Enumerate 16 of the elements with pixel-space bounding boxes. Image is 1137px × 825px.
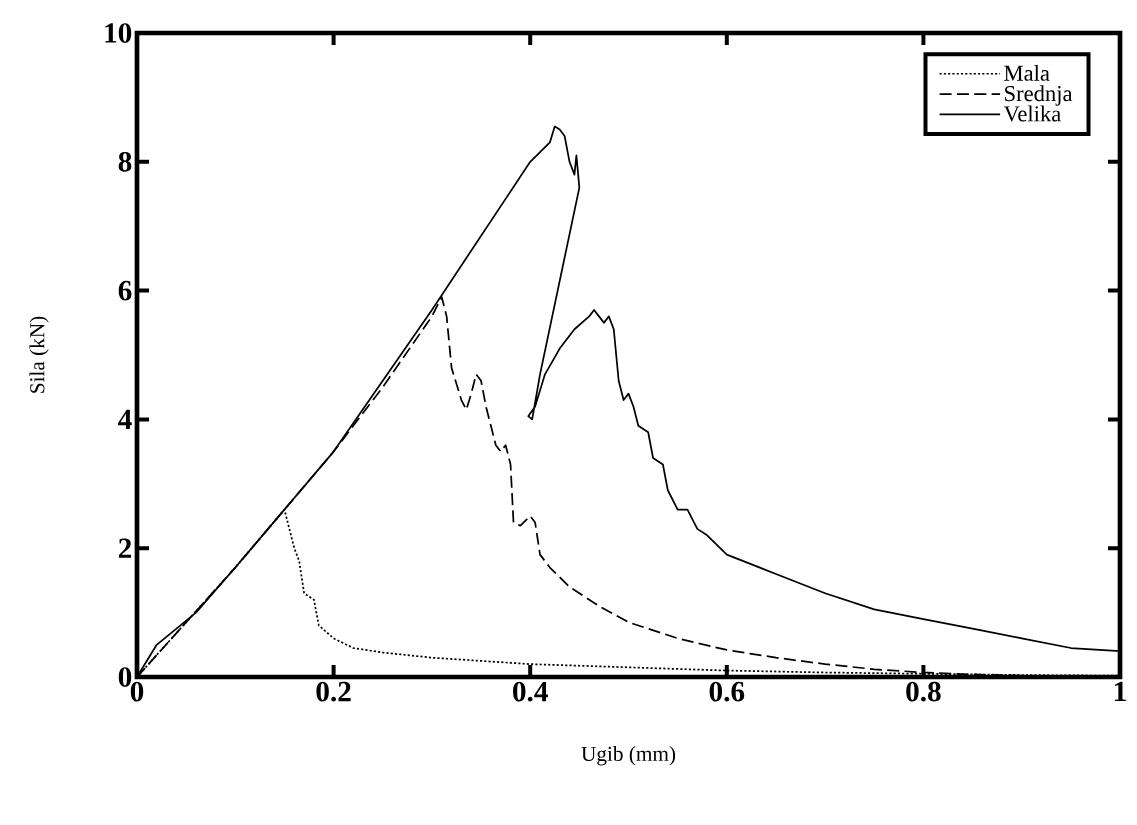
- x-tick-label: 1: [1115, 681, 1126, 701]
- legend-label: Srednja: [1005, 85, 1073, 106]
- x-axis-title: Ugib (mm): [581, 746, 676, 766]
- y-tick-label: 4: [118, 409, 132, 430]
- legend-label: Velika: [1003, 105, 1061, 122]
- y-tick-label: 8: [118, 151, 132, 172]
- y-tick-label: 0: [118, 667, 132, 687]
- x-tick-label: 0.6: [709, 681, 745, 702]
- x-tick-label: 0.8: [906, 681, 941, 702]
- legend-label: Mala: [1004, 64, 1050, 81]
- y-tick-label: 10: [105, 23, 132, 43]
- y-tick-label: 2: [118, 538, 132, 558]
- x-tick-label: 0.4: [513, 681, 548, 702]
- y-axis-title: Sila (kN): [29, 316, 49, 393]
- y-tick-label: 6: [118, 280, 132, 301]
- x-tick-label: 0.2: [316, 681, 351, 702]
